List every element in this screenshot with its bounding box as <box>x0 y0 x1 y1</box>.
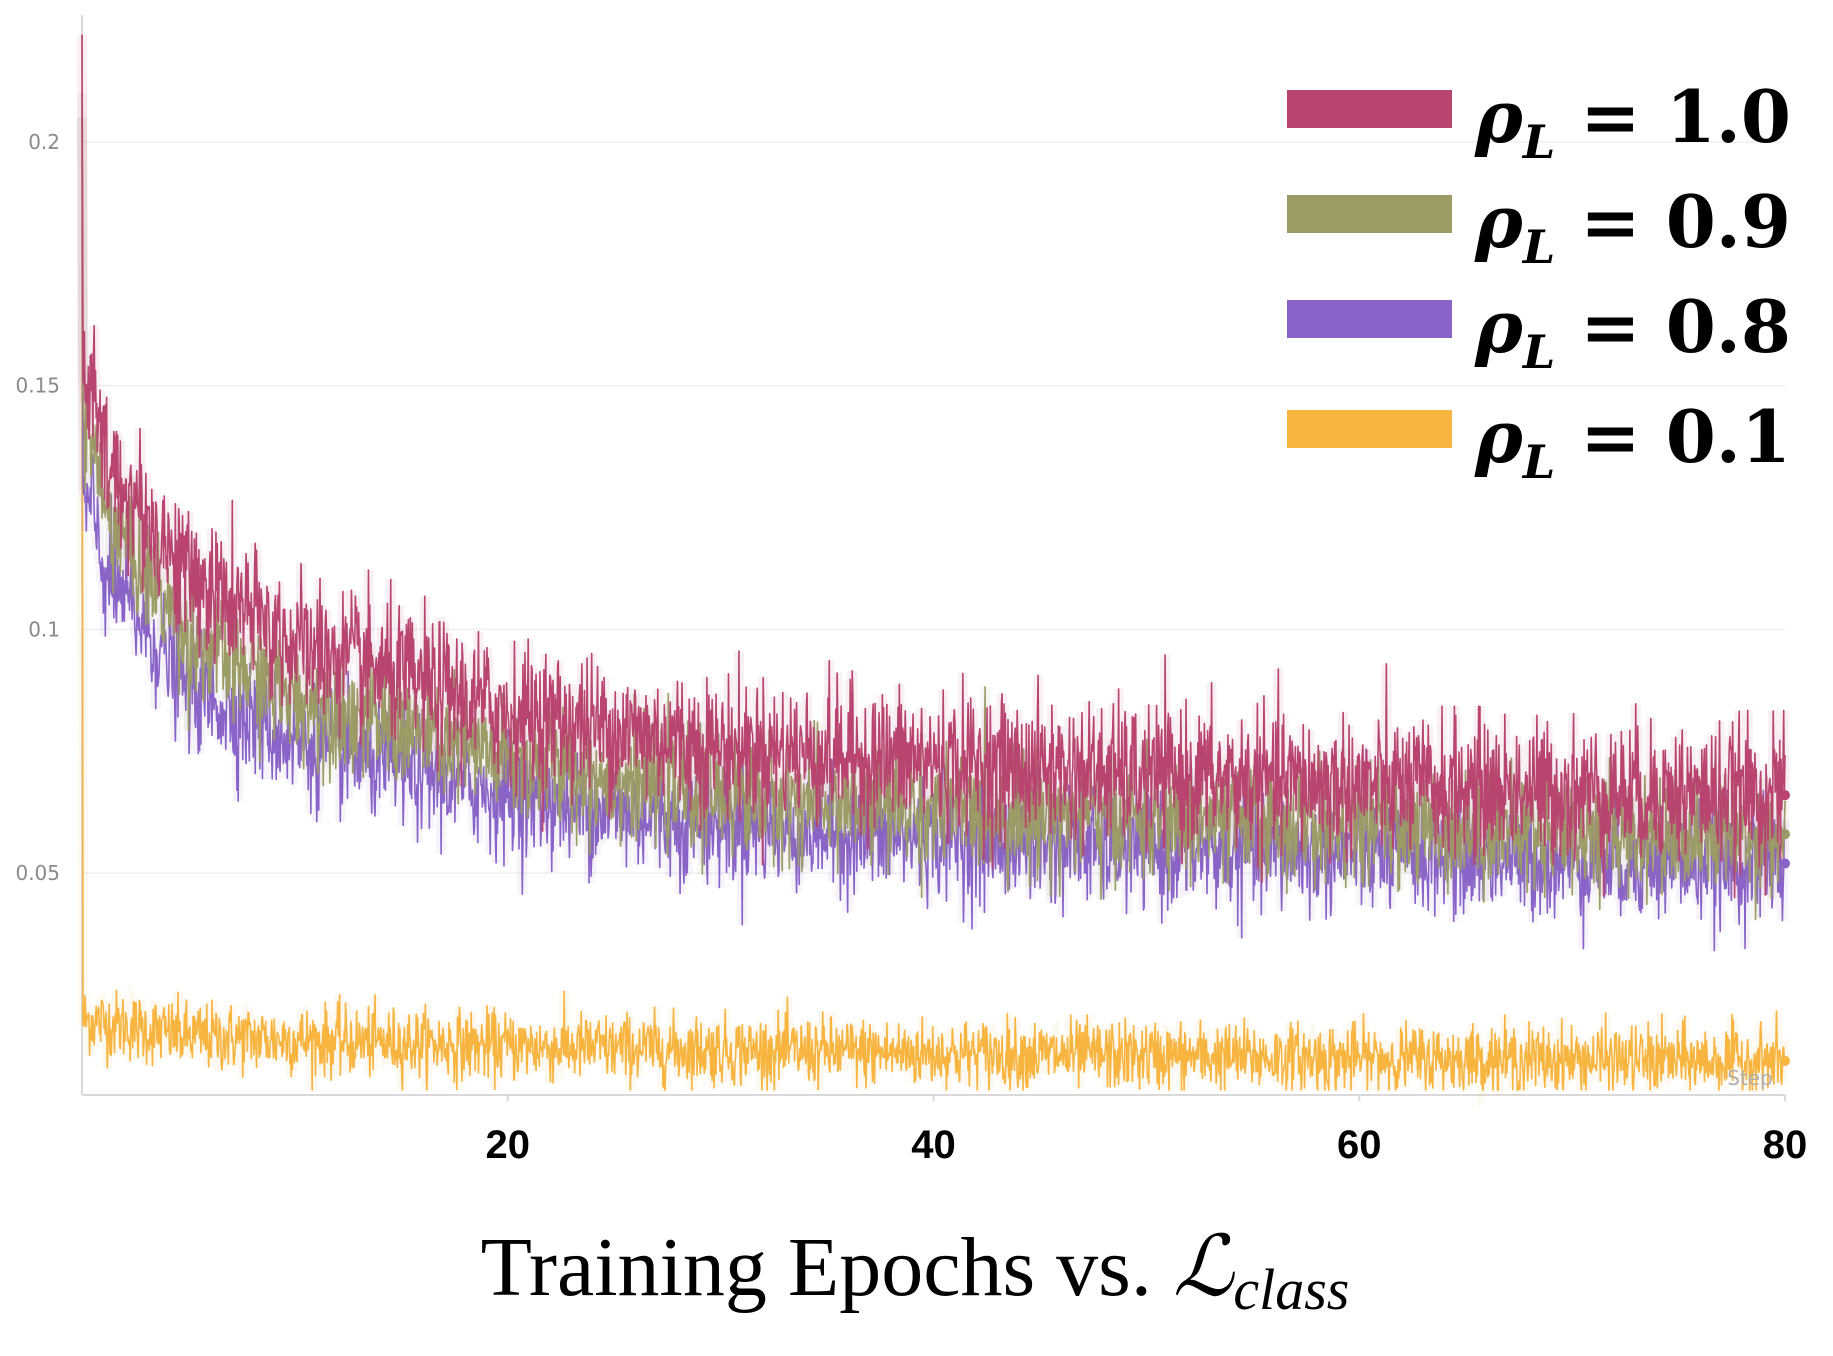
legend-label: ρL = 1.0 <box>1474 74 1791 169</box>
series-line <box>77 93 1790 921</box>
chart-title-subscript: class <box>1233 1257 1349 1322</box>
series-end-marker <box>1780 829 1790 840</box>
legend-swatch <box>1287 90 1452 128</box>
series-end-marker <box>1780 1055 1790 1066</box>
series-path <box>81 117 1786 952</box>
legend-item: ρL = 0.1 <box>1287 394 1791 489</box>
x-tick-label: 40 <box>911 1123 956 1167</box>
x-tick-labels: 20 40 60 80 <box>486 1095 1808 1167</box>
legend-item: ρL = 0.8 <box>1287 284 1791 379</box>
legend-label: ρL = 0.1 <box>1474 394 1791 489</box>
y-tick-label: 0.05 <box>15 861 60 885</box>
chart-title-text: Training Epochs vs. <box>481 1221 1173 1314</box>
chart-title-symbol: ℒ <box>1173 1221 1235 1314</box>
series-path <box>81 117 1786 1091</box>
series-end-marker <box>1780 858 1790 869</box>
y-tick-label: 0.1 <box>28 617 60 641</box>
x-tick-label: 80 <box>1763 1123 1808 1167</box>
x-tick-label: 20 <box>486 1123 531 1167</box>
legend-swatch <box>1287 195 1452 233</box>
y-tick-label: 0.2 <box>28 130 60 154</box>
series-line <box>77 117 1790 1110</box>
series-path <box>81 34 1786 899</box>
y-tick-labels: 0.05 0.1 0.15 0.2 <box>15 130 60 885</box>
series-line <box>77 34 1790 899</box>
legend-item: ρL = 1.0 <box>1287 74 1791 169</box>
y-tick-label: 0.15 <box>15 374 60 398</box>
legend-label: ρL = 0.8 <box>1474 284 1791 379</box>
legend-swatch <box>1287 410 1452 448</box>
x-tick-label: 60 <box>1337 1123 1382 1167</box>
legend: ρL = 1.0 ρL = 0.9 ρL = 0.8 ρL = 0.1 <box>1287 74 1791 489</box>
series-path <box>81 93 1786 921</box>
x-axis-label: Step <box>1727 1066 1773 1090</box>
series-line <box>77 117 1790 952</box>
series-end-marker <box>1780 790 1790 801</box>
chart-title: Training Epochs vs. ℒclass <box>481 1221 1350 1322</box>
legend-label: ρL = 0.9 <box>1474 179 1791 274</box>
legend-swatch <box>1287 300 1452 338</box>
series-layer <box>77 34 1790 1110</box>
legend-item: ρL = 0.9 <box>1287 179 1791 274</box>
